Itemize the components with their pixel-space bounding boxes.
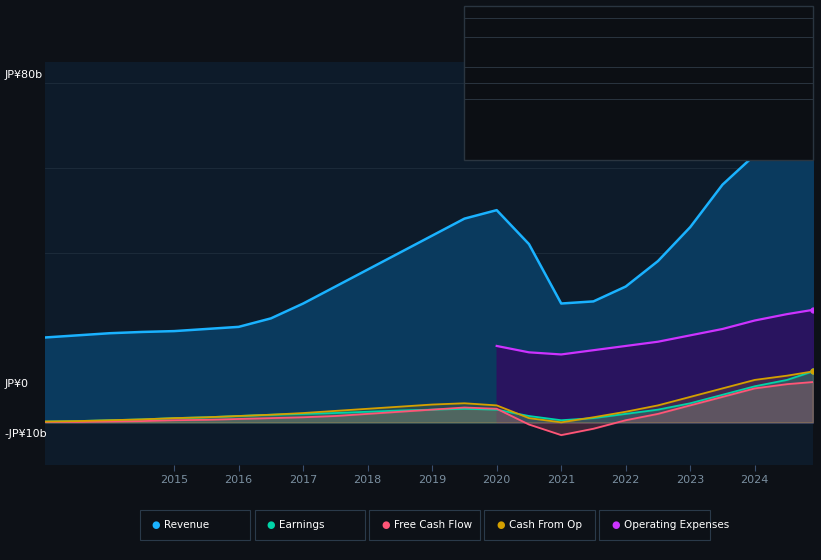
Text: ●: ● [612,520,620,530]
Text: JP¥0: JP¥0 [4,379,28,389]
Text: No data: No data [636,81,677,91]
Text: Cash From Op: Cash From Op [509,520,582,530]
Text: -JP¥10b: -JP¥10b [4,429,47,439]
Text: Cash From Op: Cash From Op [474,96,547,106]
Text: ●: ● [497,520,505,530]
Text: Revenue: Revenue [474,34,519,44]
Text: JP¥26.523b /yr: JP¥26.523b /yr [636,113,722,123]
Text: ●: ● [382,520,390,530]
Text: Earnings: Earnings [279,520,324,530]
Text: Operating Expenses: Operating Expenses [474,113,579,123]
Text: Revenue: Revenue [164,520,209,530]
Text: Free Cash Flow: Free Cash Flow [474,81,552,91]
Text: Operating Expenses: Operating Expenses [624,520,729,530]
Text: ●: ● [267,520,275,530]
Text: Dec 31 2024: Dec 31 2024 [474,16,556,29]
Text: ●: ● [152,520,160,530]
Text: No data: No data [636,96,677,106]
Text: Earnings: Earnings [474,52,519,62]
Text: JP¥70.806b /yr: JP¥70.806b /yr [636,34,722,44]
Text: JP¥11.956b /yr: JP¥11.956b /yr [636,52,722,62]
Text: JP¥80b: JP¥80b [4,70,42,80]
Text: Free Cash Flow: Free Cash Flow [394,520,472,530]
Text: 16.9% profit margin: 16.9% profit margin [636,64,754,74]
